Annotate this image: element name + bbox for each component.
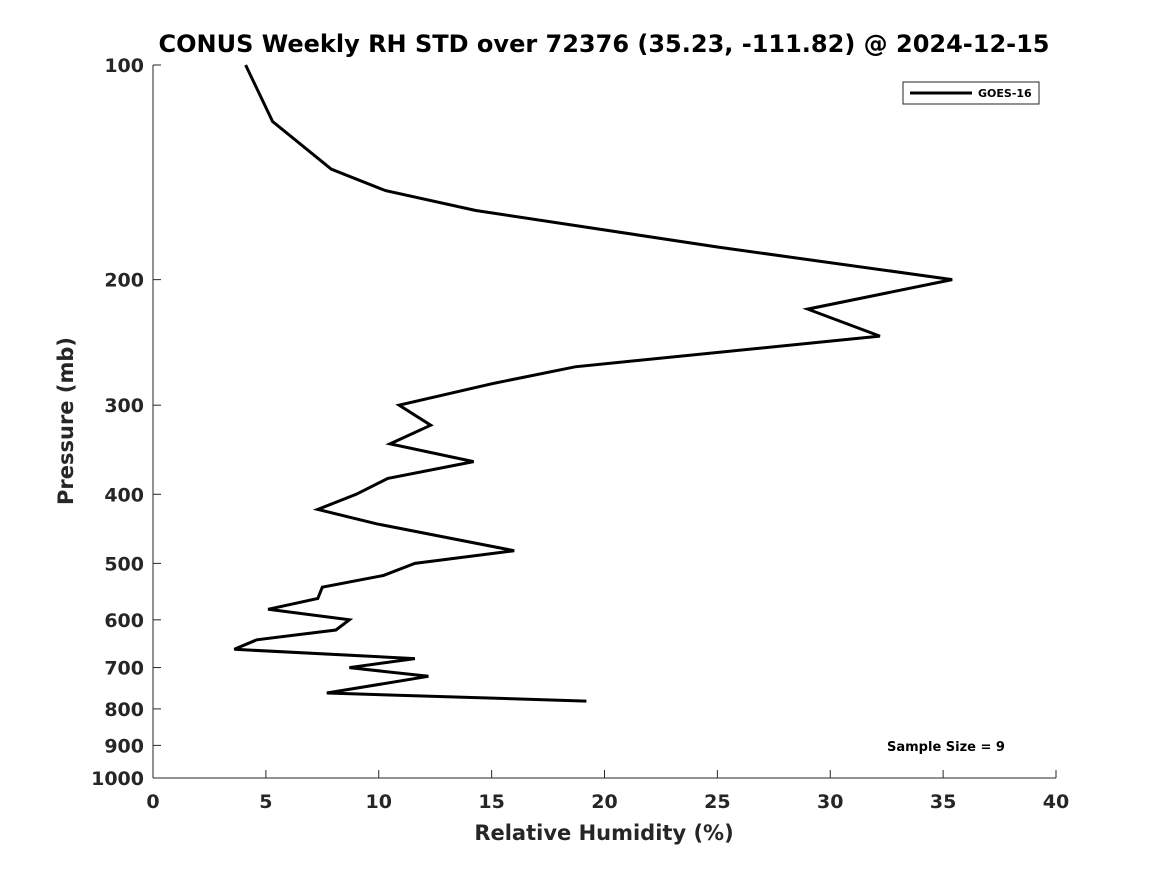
series-line-goes-16: [233, 64, 953, 703]
chart-title: CONUS Weekly RH STD over 72376 (35.23, -…: [158, 30, 1049, 58]
x-tick-label: 30: [817, 791, 843, 813]
y-tick-label: 500: [104, 553, 144, 575]
legend: GOES-16: [902, 81, 1040, 105]
legend-label: GOES-16: [978, 87, 1032, 100]
y-axis-label: Pressure (mb): [54, 337, 78, 505]
plot-area: [153, 65, 1056, 778]
x-tick-label: 25: [704, 791, 730, 813]
y-tick-label: 100: [104, 55, 144, 77]
x-tick-label: 0: [146, 791, 159, 813]
y-tick-label: 600: [104, 610, 144, 632]
y-tick-label: 900: [104, 735, 144, 757]
y-tick-label: 200: [104, 270, 144, 292]
y-tick-label: 300: [104, 395, 144, 417]
y-tick-label: 1000: [91, 768, 144, 790]
series-layer: [233, 64, 953, 703]
x-tick-label: 5: [259, 791, 272, 813]
y-tick-label: 700: [104, 658, 144, 680]
x-tick-label: 15: [478, 791, 504, 813]
y-tick-label: 800: [104, 699, 144, 721]
x-tick-label: 40: [1043, 791, 1069, 813]
y-axis-ticks: 100 200 300 400 500 600 700 800 900 1000: [91, 55, 161, 790]
x-tick-label: 35: [930, 791, 956, 813]
y-tick-label: 400: [104, 484, 144, 506]
x-tick-label: 20: [591, 791, 617, 813]
sample-size-annotation: Sample Size = 9: [887, 740, 1005, 755]
x-axis-ticks: 0 5 10 15 20 25 30 35 40: [146, 770, 1069, 813]
x-axis-label: Relative Humidity (%): [474, 821, 733, 845]
x-tick-label: 10: [366, 791, 392, 813]
